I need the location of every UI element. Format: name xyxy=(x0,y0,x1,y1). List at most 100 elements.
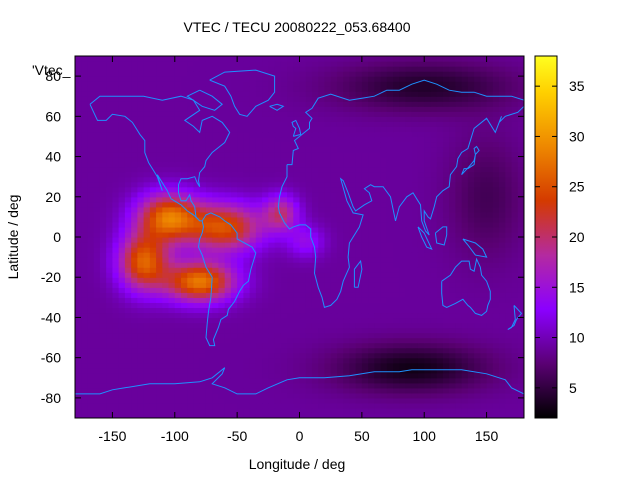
heatmap-cell xyxy=(262,181,269,188)
heatmap-cell xyxy=(168,412,176,418)
heatmap-cell xyxy=(474,186,481,193)
heatmap-cell xyxy=(305,211,313,218)
heatmap-cell xyxy=(311,367,319,374)
heatmap-cell xyxy=(318,317,326,324)
heatmap-cell xyxy=(87,362,95,369)
heatmap-cell xyxy=(517,111,524,117)
heatmap-cell xyxy=(393,231,400,238)
heatmap-cell xyxy=(517,402,524,409)
heatmap-cell xyxy=(311,161,319,168)
heatmap-cell xyxy=(467,362,475,369)
heatmap-cell xyxy=(187,307,195,314)
heatmap-cell xyxy=(87,412,95,418)
heatmap-cell xyxy=(455,357,463,364)
heatmap-cell xyxy=(393,357,400,364)
heatmap-cell xyxy=(243,216,251,223)
heatmap-cell xyxy=(193,332,201,339)
heatmap-cell xyxy=(168,106,176,112)
heatmap-cell xyxy=(499,81,506,87)
heatmap-cell xyxy=(417,171,425,178)
heatmap-cell xyxy=(399,81,407,87)
heatmap-cell xyxy=(368,166,375,173)
heatmap-cell xyxy=(343,347,350,354)
heatmap-cell xyxy=(293,367,301,374)
heatmap-cell xyxy=(511,86,519,92)
heatmap-cell xyxy=(218,412,226,418)
heatmap-cell xyxy=(442,272,450,278)
heatmap-cell xyxy=(361,101,369,107)
heatmap-cell xyxy=(411,252,419,258)
heatmap-cell xyxy=(162,216,170,223)
heatmap-cell xyxy=(99,357,107,364)
heatmap-cell xyxy=(81,211,89,218)
heatmap-cell xyxy=(243,176,251,183)
heatmap-cell xyxy=(174,131,182,138)
heatmap-cell xyxy=(486,161,494,168)
heatmap-cell xyxy=(81,252,89,258)
heatmap-cell xyxy=(99,221,107,228)
heatmap-cell xyxy=(517,131,524,138)
heatmap-cell xyxy=(249,126,257,133)
heatmap-cell xyxy=(237,332,244,339)
heatmap-cell xyxy=(405,141,413,148)
heatmap-cell xyxy=(224,201,232,208)
heatmap-cell xyxy=(131,387,138,394)
heatmap-cell xyxy=(311,171,319,178)
heatmap-cell xyxy=(212,297,220,303)
heatmap-cell xyxy=(168,347,176,354)
heatmap-cell xyxy=(149,136,157,143)
heatmap-cell xyxy=(355,86,363,92)
heatmap-cell xyxy=(218,372,226,379)
heatmap-cell xyxy=(505,307,513,314)
heatmap-cell xyxy=(324,237,332,243)
heatmap-cell xyxy=(87,402,95,409)
heatmap-cell xyxy=(336,352,344,359)
heatmap-cell xyxy=(399,307,407,314)
heatmap-cell xyxy=(81,206,89,213)
heatmap-cell xyxy=(230,407,238,414)
heatmap-cell xyxy=(299,252,307,258)
heatmap-cell xyxy=(318,297,326,303)
heatmap-cell xyxy=(336,397,344,404)
heatmap-cell xyxy=(467,141,475,148)
heatmap-cell xyxy=(293,121,301,127)
heatmap-cell xyxy=(243,126,251,133)
heatmap-cell xyxy=(436,181,444,188)
heatmap-cell xyxy=(262,101,269,107)
heatmap-cell xyxy=(411,352,419,359)
heatmap-cell xyxy=(499,342,506,349)
heatmap-cell xyxy=(299,267,307,273)
heatmap-cell xyxy=(505,272,513,278)
heatmap-cell xyxy=(499,196,506,203)
heatmap-cell xyxy=(467,76,475,82)
heatmap-cell xyxy=(193,357,201,364)
heatmap-cell xyxy=(156,237,163,243)
heatmap-cell xyxy=(424,71,432,77)
heatmap-cell xyxy=(330,372,338,379)
heatmap-cell xyxy=(467,166,475,173)
heatmap-cell xyxy=(243,317,251,324)
heatmap-cell xyxy=(393,136,400,143)
heatmap-cell xyxy=(168,282,176,288)
heatmap-cell xyxy=(505,231,513,238)
heatmap-cell xyxy=(374,242,382,248)
heatmap-cell xyxy=(355,231,363,238)
heatmap-cell xyxy=(368,126,375,133)
heatmap-cell xyxy=(237,81,244,87)
heatmap-cell xyxy=(336,126,344,133)
heatmap-cell xyxy=(274,357,282,364)
heatmap-cell xyxy=(343,267,350,273)
heatmap-cell xyxy=(218,287,226,293)
heatmap-cell xyxy=(75,402,82,409)
heatmap-cell xyxy=(274,247,282,253)
heatmap-cell xyxy=(505,96,513,102)
heatmap-cell xyxy=(106,367,114,374)
heatmap-cell xyxy=(118,357,126,364)
heatmap-cell xyxy=(99,231,107,238)
heatmap-cell xyxy=(393,312,400,319)
heatmap-cell xyxy=(243,292,251,298)
heatmap-cell xyxy=(230,277,238,283)
heatmap-cell xyxy=(374,121,382,127)
heatmap-cell xyxy=(393,247,400,253)
heatmap-cell xyxy=(149,302,157,308)
